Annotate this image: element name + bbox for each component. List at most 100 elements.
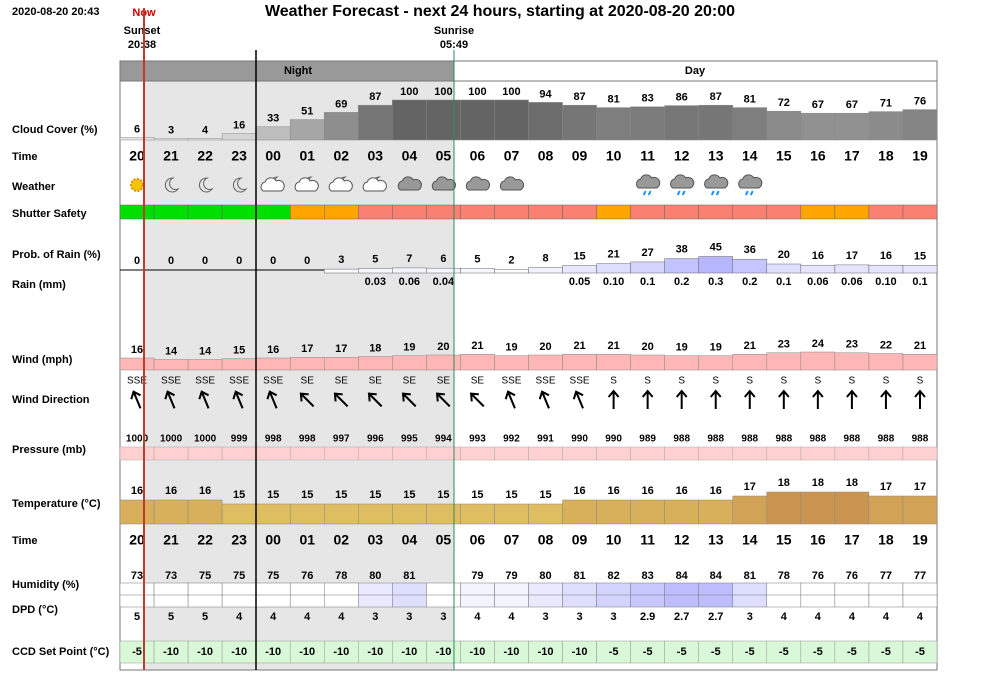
cloud-bar (426, 99, 461, 141)
cell-value: 45 (710, 241, 722, 253)
hour: 09 (572, 532, 588, 548)
timestamp: 2020-08-20 20:43 (12, 6, 99, 18)
cell-value: 16 (642, 485, 654, 497)
wind-arrow (232, 390, 244, 409)
wind-arrow (266, 390, 278, 409)
row-label: Shutter Safety (12, 208, 87, 220)
cell-value: 80 (539, 570, 551, 582)
cloud-bar (255, 126, 291, 141)
cell-value: 15 (233, 345, 245, 357)
cell-value: 3 (542, 611, 548, 623)
hour: 05 (436, 532, 452, 548)
cell-value: 3 (406, 611, 412, 623)
cell-value: 76 (846, 570, 858, 582)
cloud-bar (902, 109, 938, 141)
cloud-bar (800, 112, 836, 141)
cell-value: 0.2 (742, 276, 757, 288)
cell-value: 15 (403, 489, 415, 501)
temp-bar (153, 499, 189, 525)
rain-bar (426, 267, 461, 274)
cell-value: 0.06 (399, 276, 420, 288)
rain-bar (732, 258, 768, 274)
row-label: DPD (°C) (12, 604, 58, 616)
cloud-bar (528, 102, 563, 141)
hour: 04 (402, 532, 418, 548)
cell-value: 0.2 (674, 276, 689, 288)
cell-value: 994 (435, 434, 452, 445)
shutter-cell (460, 204, 495, 220)
cloud-icon (397, 176, 422, 191)
cell-value: 996 (367, 434, 384, 445)
cell-value: 5 (202, 611, 208, 623)
rain-drop (744, 190, 754, 196)
moon-icon (198, 177, 214, 193)
cell-value: 0.1 (640, 276, 655, 288)
hour: 17 (844, 148, 860, 164)
pressure-cell (494, 446, 529, 461)
cell-value: 21 (744, 340, 756, 352)
cell-value: 5 (474, 253, 480, 265)
shutter-cell (289, 204, 325, 220)
cell-value: 4 (781, 611, 788, 623)
cell-value: S (917, 376, 924, 387)
pressure-cell (800, 446, 836, 461)
cell-value: 72 (778, 97, 790, 109)
cell-value: S (849, 376, 856, 387)
cell-value: 990 (605, 434, 622, 445)
cell-value: SE (335, 376, 349, 387)
cell-value: 3 (747, 611, 753, 623)
hour: 01 (299, 532, 315, 548)
cell-value: -10 (299, 646, 315, 658)
cell-value: S (610, 376, 617, 387)
shutter-cell (596, 204, 631, 220)
shutter-cell (766, 204, 802, 220)
cell-value: -10 (538, 646, 554, 658)
cell-value: 20 (437, 341, 449, 353)
cloud-bar (868, 111, 904, 141)
cell-value: -10 (469, 646, 485, 658)
cell-value: 16 (267, 344, 279, 356)
pressure-cell (221, 446, 257, 461)
hour: 01 (299, 148, 315, 164)
cell-value: 5 (134, 611, 140, 623)
cell-value: 4 (236, 611, 243, 623)
cell-value: SSE (161, 376, 181, 387)
hour: 17 (844, 532, 860, 548)
shutter-cell (221, 204, 257, 220)
cell-value: 17 (846, 250, 858, 262)
cell-value: 77 (880, 570, 892, 582)
ccd-cell (902, 640, 938, 664)
cell-value: 0.10 (603, 276, 624, 288)
cloud-bar (596, 107, 631, 141)
hour: 00 (265, 148, 281, 164)
hour: 10 (606, 148, 622, 164)
pressure-cell (902, 446, 938, 461)
shutter-cell (698, 204, 733, 220)
rain-bar (358, 268, 393, 274)
cloud-icon (704, 174, 729, 189)
cell-value: 1000 (126, 434, 149, 445)
cell-value: -5 (745, 646, 755, 658)
sunrise-label: Sunrise (434, 25, 474, 37)
sunrise-time: 05:49 (440, 39, 468, 51)
shutter-cell (187, 204, 223, 220)
cell-value: -5 (609, 646, 619, 658)
cloud-icon (738, 174, 763, 189)
cell-value: -10 (367, 646, 383, 658)
night-band (120, 61, 454, 81)
wind-bar (698, 355, 733, 371)
wind-arrow (504, 390, 516, 409)
cell-value: 4 (508, 611, 515, 623)
hour: 11 (640, 532, 655, 548)
shutter-cell (358, 204, 393, 220)
cell-value: 16 (676, 485, 688, 497)
cell-value: 16 (233, 120, 245, 132)
cell-value: 993 (469, 434, 486, 445)
cell-value: 988 (878, 434, 895, 445)
row-label: Wind (mph) (12, 354, 73, 366)
cell-value: 18 (812, 477, 824, 489)
cell-value: -10 (231, 646, 247, 658)
cell-value: -5 (881, 646, 891, 658)
pressure-cell (324, 446, 359, 461)
